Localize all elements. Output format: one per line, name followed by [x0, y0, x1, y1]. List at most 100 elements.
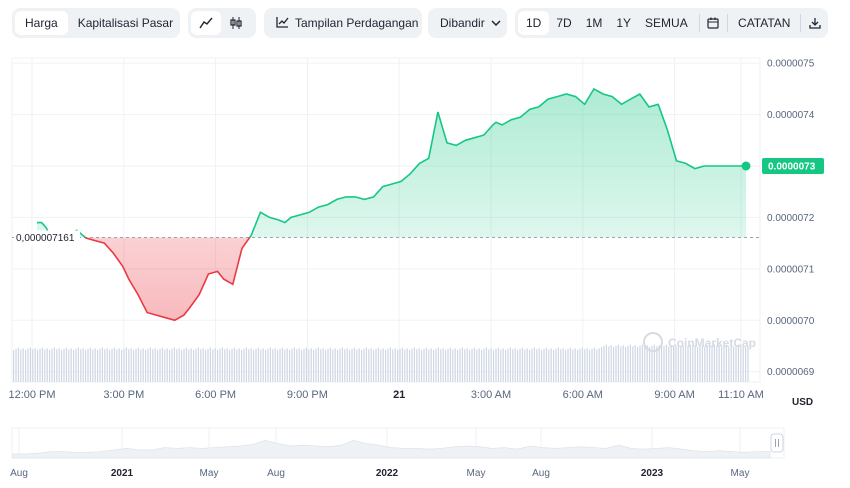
volume-bar	[346, 348, 348, 382]
volume-bar	[200, 349, 202, 382]
volume-bar	[490, 348, 492, 382]
volume-bar	[101, 347, 103, 382]
volume-bar	[665, 344, 667, 382]
volume-bar	[253, 350, 255, 382]
tab-market-cap[interactable]: Kapitalisasi Pasar	[77, 16, 174, 30]
volume-bar	[435, 348, 437, 382]
volume-bar	[505, 350, 507, 382]
volume-bar	[689, 344, 691, 382]
download-icon[interactable]	[805, 11, 825, 35]
volume-bar	[154, 348, 156, 382]
volume-bar	[670, 345, 672, 382]
volume-bar	[373, 350, 375, 382]
navigator-label: 2022	[376, 468, 399, 479]
volume-bar	[449, 347, 451, 382]
volume-bar	[737, 344, 739, 382]
range-1m[interactable]: 1M	[585, 16, 603, 30]
volume-bar	[649, 347, 651, 382]
view-tab-group: Harga Kapitalisasi Pasar	[12, 8, 180, 38]
range-navigator[interactable]: Aug 2021 May Aug 2022 May Aug 2023 May	[10, 427, 785, 479]
line-chart-icon[interactable]	[191, 11, 221, 35]
volume-bar	[334, 348, 336, 382]
volume-bar	[106, 348, 108, 382]
volume-bar	[317, 347, 319, 382]
volume-bar	[265, 350, 267, 382]
volume-bar	[680, 346, 682, 382]
volume-bar	[209, 347, 211, 382]
volume-bar	[281, 347, 283, 382]
range-7d[interactable]: 7D	[556, 16, 572, 30]
volume-bar	[442, 348, 444, 382]
y-axis: 0.0000075 0.0000074 0.0000073 0.0000072 0.00…	[767, 59, 815, 379]
x-tick-label: 3:00 PM	[103, 389, 144, 401]
time-range-group: 1D 7D 1M 1Y SEMUA CATATAN	[515, 8, 828, 38]
range-1d[interactable]: 1D	[518, 11, 550, 35]
volume-bar	[286, 348, 288, 382]
notes-button[interactable]: CATATAN	[738, 16, 791, 30]
x-tick-label: 12:00 PM	[8, 389, 55, 401]
volume-bar	[97, 350, 99, 382]
candlestick-icon[interactable]	[221, 11, 251, 35]
volume-bar	[337, 350, 339, 382]
range-1y[interactable]: 1Y	[616, 16, 632, 30]
volume-bar	[517, 350, 519, 382]
volume-bar	[440, 349, 442, 382]
volume-bar	[293, 347, 295, 382]
volume-bar	[476, 349, 478, 382]
volume-bar	[567, 348, 569, 382]
volume-bar	[536, 349, 538, 382]
volume-bar	[207, 348, 209, 382]
range-divider	[698, 14, 700, 32]
range-all[interactable]: SEMUA	[645, 16, 688, 30]
volume-bar	[725, 344, 727, 382]
volume-bar	[646, 345, 648, 382]
volume-bar	[471, 348, 473, 382]
volume-bar	[25, 350, 27, 382]
drag-handle-icon[interactable]	[770, 433, 784, 453]
volume-bar	[694, 345, 696, 382]
volume-bar	[452, 349, 454, 382]
volume-bar	[507, 348, 509, 382]
volume-bar	[502, 348, 504, 382]
volume-bar	[41, 347, 43, 382]
volume-bar	[569, 347, 571, 382]
volume-bar	[73, 350, 75, 382]
compare-dropdown[interactable]: Dibandir	[428, 8, 507, 38]
volume-bar	[461, 347, 463, 382]
volume-bar	[70, 348, 72, 382]
tab-price[interactable]: Harga	[15, 11, 68, 35]
volume-bar	[464, 349, 466, 382]
volume-bar	[262, 348, 264, 382]
volume-bar	[75, 348, 77, 382]
volume-bar	[447, 348, 449, 382]
volume-bar	[13, 350, 15, 382]
volume-bar	[77, 347, 79, 382]
trading-view-label: Tampilan Perdagangan	[295, 16, 419, 30]
volume-bar	[322, 348, 324, 382]
volume-bar	[730, 345, 732, 382]
area-fill-down	[37, 237, 746, 321]
volume-bar	[320, 349, 322, 382]
volume-bar	[152, 349, 154, 382]
trading-view-button[interactable]: Tampilan Perdagangan	[264, 8, 422, 38]
volume-bar	[32, 349, 34, 382]
volume-bar	[308, 349, 310, 382]
volume-bar	[238, 348, 240, 382]
volume-bar	[742, 345, 744, 382]
volume-bar	[363, 348, 365, 382]
calendar-icon[interactable]	[704, 11, 724, 35]
volume-bar	[339, 348, 341, 382]
volume-bar	[27, 348, 29, 382]
volume-bar	[394, 348, 396, 382]
volume-bar	[637, 347, 639, 382]
volume-bar	[711, 345, 713, 382]
volume-bar	[193, 350, 195, 382]
volume-bar	[603, 345, 605, 382]
volume-bar	[713, 344, 715, 382]
volume-bar	[581, 347, 583, 382]
volume-bar	[584, 349, 586, 382]
volume-bar	[673, 347, 675, 382]
volume-bar	[543, 348, 545, 382]
navigator-label: May	[467, 468, 486, 479]
